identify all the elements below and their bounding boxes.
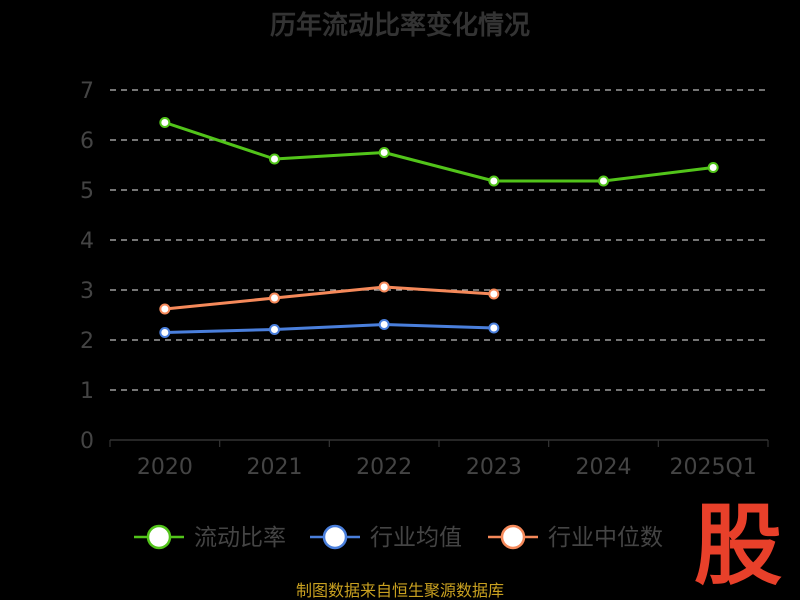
data-point-2-2021[interactable]: [269, 292, 280, 304]
y-tick-label-7: 7: [80, 79, 94, 104]
y-tick-label-6: 6: [80, 129, 94, 154]
chart-title: 历年流动比率变化情况: [270, 10, 530, 41]
x-tick-label-2021: 2021: [247, 455, 303, 480]
x-tick-label-2023: 2023: [466, 455, 522, 480]
legend-swatch-marker-2: [500, 524, 526, 550]
data-point-0-2023[interactable]: [488, 175, 500, 187]
data-point-2-2023[interactable]: [488, 288, 500, 300]
x-tick-label-2022: 2022: [356, 455, 412, 480]
series-line-2: [164, 285, 494, 311]
data-point-0-2025Q1[interactable]: [707, 162, 719, 173]
data-point-0-2022[interactable]: [378, 147, 390, 158]
legend-label-1: 行业均值: [370, 525, 462, 551]
x-tick-label-2025Q1: 2025Q1: [670, 455, 757, 480]
y-tick-label-1: 1: [80, 379, 94, 404]
data-point-1-2022[interactable]: [378, 319, 390, 330]
gridlines: [110, 89, 768, 391]
legend: 流动比率 行业均值 行业中位数: [134, 524, 663, 551]
y-tick-label-3: 3: [80, 279, 94, 304]
series-line-1: [164, 323, 494, 334]
legend-label-2: 行业中位数: [548, 525, 663, 551]
y-tick-label-4: 4: [80, 229, 94, 254]
data-point-1-2023[interactable]: [488, 322, 500, 334]
brand-logo: 股: [694, 494, 782, 597]
data-point-0-2021[interactable]: [269, 153, 280, 165]
axes: 0 1 2 3 4 5 6 7 2020 2021 2022 2023 2024 2025Q1: [80, 79, 769, 480]
source-note: 制图数据来自恒生聚源数据库: [296, 581, 504, 600]
legend-swatch-marker-1: [322, 524, 348, 550]
data-point-0-2020[interactable]: [159, 117, 171, 128]
x-tick-label-2024: 2024: [576, 455, 632, 480]
series-group: [159, 117, 719, 338]
data-point-2-2020[interactable]: [159, 303, 171, 315]
x-tick-label-2020: 2020: [137, 455, 193, 480]
y-tick-label-2: 2: [80, 329, 94, 354]
data-point-1-2020[interactable]: [159, 327, 171, 338]
y-tick-label-5: 5: [80, 179, 94, 204]
series-line-0: [164, 121, 714, 183]
data-point-0-2024[interactable]: [598, 175, 609, 187]
data-point-1-2021[interactable]: [269, 324, 280, 335]
legend-label-0: 流动比率: [194, 525, 286, 551]
data-point-2-2022[interactable]: [378, 281, 390, 293]
y-tick-label-0: 0: [80, 429, 94, 454]
legend-swatch-marker-0: [146, 524, 172, 550]
